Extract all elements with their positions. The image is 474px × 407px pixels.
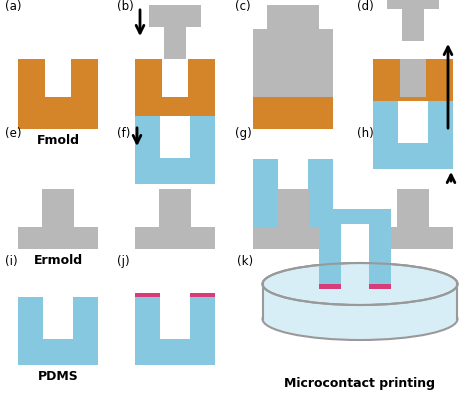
- Bar: [280, 59, 306, 97]
- Text: (d): (d): [357, 0, 374, 13]
- Bar: [397, 189, 429, 227]
- Bar: [160, 116, 190, 158]
- Text: (k): (k): [237, 255, 253, 268]
- Bar: [135, 59, 215, 129]
- Bar: [267, 7, 319, 29]
- Bar: [160, 297, 190, 339]
- Bar: [277, 189, 309, 227]
- Text: (g): (g): [235, 127, 252, 140]
- Bar: [373, 227, 453, 249]
- Bar: [253, 59, 333, 129]
- Ellipse shape: [263, 298, 457, 340]
- Bar: [319, 284, 341, 289]
- Bar: [253, 59, 333, 129]
- Bar: [253, 29, 333, 59]
- Bar: [400, 59, 426, 97]
- Bar: [320, 59, 333, 129]
- Bar: [323, 159, 333, 201]
- Bar: [18, 59, 98, 129]
- Bar: [43, 297, 73, 339]
- Bar: [373, 59, 453, 129]
- Bar: [253, 59, 266, 129]
- Text: (e): (e): [5, 127, 21, 140]
- Ellipse shape: [263, 263, 457, 305]
- Bar: [278, 159, 308, 201]
- Bar: [159, 189, 191, 227]
- Bar: [400, 59, 426, 97]
- Bar: [253, 97, 333, 129]
- Bar: [280, 59, 306, 97]
- Bar: [135, 116, 215, 184]
- Bar: [253, 97, 333, 129]
- Text: PDMS: PDMS: [37, 370, 78, 383]
- Bar: [320, 59, 333, 129]
- Bar: [45, 59, 71, 97]
- Bar: [253, 59, 333, 97]
- Bar: [18, 227, 98, 249]
- Bar: [135, 227, 215, 249]
- Bar: [135, 297, 215, 365]
- Bar: [135, 293, 160, 297]
- Bar: [18, 297, 98, 365]
- Text: Microcontact printing: Microcontact printing: [284, 377, 436, 390]
- Text: Ermold: Ermold: [34, 254, 82, 267]
- Bar: [253, 227, 333, 249]
- Bar: [373, 101, 453, 169]
- Bar: [42, 189, 74, 227]
- Text: Fmold: Fmold: [36, 134, 80, 147]
- Bar: [149, 5, 201, 27]
- Text: (j): (j): [117, 255, 129, 268]
- Bar: [190, 293, 215, 297]
- Bar: [282, 27, 304, 59]
- Bar: [319, 224, 341, 289]
- Bar: [402, 9, 424, 41]
- Bar: [253, 159, 263, 201]
- Bar: [267, 5, 319, 27]
- Text: (f): (f): [117, 127, 130, 140]
- Bar: [263, 284, 458, 319]
- Bar: [387, 0, 439, 9]
- Bar: [162, 59, 188, 97]
- Bar: [319, 209, 391, 224]
- Bar: [164, 27, 186, 59]
- Text: (b): (b): [117, 0, 134, 13]
- Text: (a): (a): [5, 0, 21, 13]
- Bar: [369, 224, 391, 289]
- Bar: [369, 284, 391, 289]
- Bar: [253, 159, 333, 227]
- Bar: [398, 101, 428, 143]
- Text: (h): (h): [357, 127, 374, 140]
- Bar: [253, 59, 266, 129]
- Text: (c): (c): [235, 0, 251, 13]
- Bar: [253, 59, 333, 129]
- Text: (i): (i): [5, 255, 18, 268]
